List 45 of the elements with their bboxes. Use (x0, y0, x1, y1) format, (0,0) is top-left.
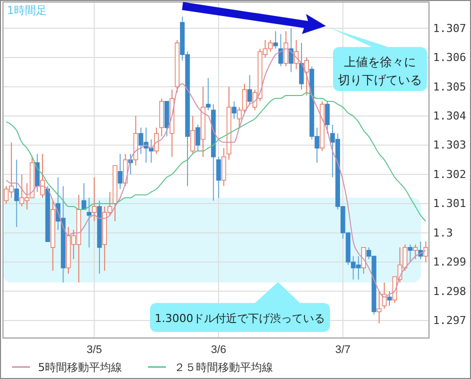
y-tick-label: 1.299 (433, 256, 466, 269)
candlestick (387, 290, 392, 306)
candlestick (86, 197, 92, 248)
x-tick-label: 3/6 (210, 344, 226, 356)
candlestick (216, 156, 221, 198)
x-tick-label: 3/5 (86, 344, 102, 356)
candlestick (361, 246, 366, 274)
candlestick (92, 176, 97, 222)
legend-label: ２５時間移動平均線 (174, 361, 273, 374)
candlestick (82, 182, 86, 210)
candlestick (40, 153, 45, 198)
candlestick (408, 244, 413, 263)
candlestick (118, 153, 123, 190)
candlestick (154, 127, 159, 154)
y-tick-label: 1.307 (433, 22, 466, 35)
line-series (6, 92, 426, 222)
y-tick-label: 1.305 (433, 80, 466, 94)
y-tick-label: 1.303 (433, 138, 466, 152)
candlestick (299, 42, 304, 90)
candlestick (376, 290, 382, 324)
candlestick (196, 124, 200, 152)
candlestick (304, 57, 309, 96)
y-tick-label: 1.3 (433, 226, 453, 240)
x-tick-label: 3/7 (335, 344, 351, 356)
candlestick (278, 34, 284, 67)
candlestick (284, 30, 288, 67)
candlestick (413, 244, 418, 260)
y-tick-label: 1.297 (433, 314, 466, 327)
candlestick (325, 100, 330, 134)
y-tick-label: 1.304 (433, 109, 466, 122)
annotation: 1.3000ドル付近で下げ渋っている (154, 312, 326, 325)
y-tick-label: 1.306 (433, 51, 466, 64)
candlestick (247, 74, 252, 105)
candlestick (273, 30, 278, 50)
candlestick (14, 159, 19, 228)
candlestick (190, 115, 196, 154)
candlestick (206, 77, 211, 111)
annotation: 1時間足 (7, 4, 47, 17)
y-tick-label: 1.302 (433, 168, 466, 181)
candlestick (221, 148, 226, 187)
candlestick (232, 100, 236, 120)
annotation: 上値を徐々に切り下げている (338, 55, 422, 87)
y-tick-label: 1.301 (433, 197, 466, 210)
legend-label: 5時間移動平均線 (38, 361, 122, 374)
y-tick-label: 1.298 (433, 284, 466, 298)
